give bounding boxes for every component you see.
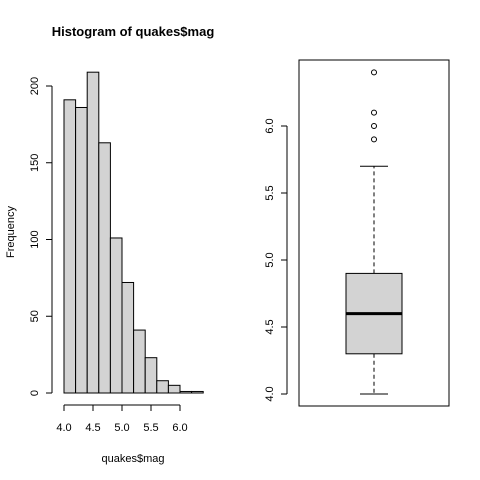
histogram-x-tick-label: 4.5 (85, 422, 100, 434)
boxplot-outlier (371, 136, 377, 143)
boxplot-y-tick-label: 4.5 (264, 319, 276, 334)
histogram-bar (63, 99, 77, 394)
histogram-y-tick-label: 200 (29, 77, 41, 95)
histogram-y-tick-label: 150 (29, 154, 41, 172)
histogram-bar (86, 71, 100, 394)
boxplot-outlier (371, 123, 377, 129)
histogram-bar (109, 237, 123, 394)
histogram-x-axis: 4.0 4.5 5.0 5.5 6.0 (56, 404, 188, 434)
histogram-x-label: quakes$mag (102, 453, 165, 465)
histogram-y-tick-label: 0 (29, 390, 41, 396)
histogram-x-tick-label: 5.5 (143, 422, 158, 434)
boxplot-chart: 4.0 4.5 5.0 5.5 6.0 (264, 59, 450, 407)
histogram-x-tick-label: 4.0 (56, 422, 71, 434)
boxplot-y-tick-label: 5.5 (264, 185, 276, 200)
histogram-bar (191, 390, 204, 394)
boxplot-outlier (371, 69, 377, 76)
histogram-bar (167, 384, 181, 394)
histogram-bar (179, 390, 193, 394)
boxplot-y-axis: 4.0 4.5 5.0 5.5 6.0 (264, 118, 288, 402)
histogram-bar (98, 142, 111, 394)
histogram-title: Histogram of quakes$mag (52, 24, 215, 39)
histogram-bar (156, 380, 169, 394)
histogram-chart: Histogram of quakes$mag 4.0 4.5 5.0 5.5 6.0 … (5, 24, 214, 465)
boxplot-frame (298, 59, 450, 407)
boxplot-y-tick-label: 4.0 (264, 386, 276, 401)
histogram-y-tick-label: 100 (29, 230, 41, 248)
histogram-x-tick-label: 5.0 (114, 422, 129, 434)
histogram-bar (75, 106, 88, 394)
histogram-x-tick-label: 6.0 (172, 422, 187, 434)
boxplot-outlier (371, 109, 377, 116)
histogram-bar (121, 281, 135, 394)
histogram-y-tick-label: 50 (29, 310, 41, 322)
histogram-bar (144, 357, 158, 394)
histogram-y-label: Frequency (5, 206, 17, 258)
histogram-bars (63, 71, 204, 394)
boxplot-y-tick-label: 6.0 (264, 118, 276, 133)
histogram-y-axis: 0 50 100 150 200 (29, 77, 53, 396)
histogram-bar (133, 329, 146, 394)
boxplot-y-tick-label: 5.0 (264, 252, 276, 267)
boxplot-marks (345, 69, 403, 395)
